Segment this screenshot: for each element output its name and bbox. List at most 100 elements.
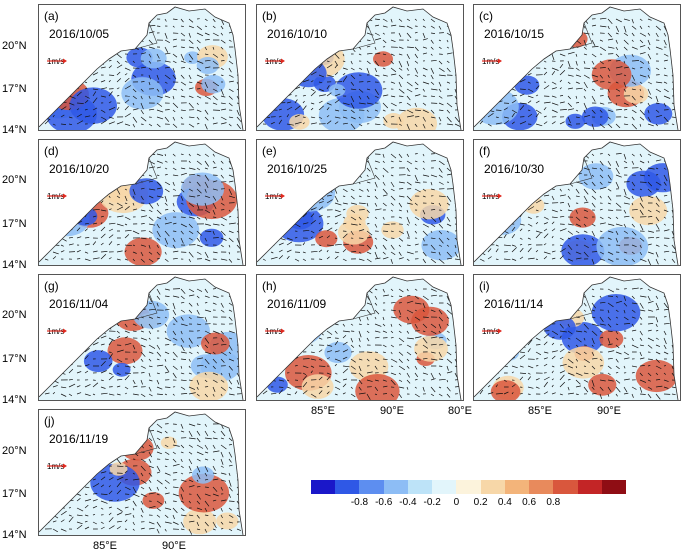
current-field-map [39, 141, 244, 265]
velocity-scale-arrow-icon [265, 328, 285, 334]
map-panel-c: (c) 2016/10/15 1m/s [473, 4, 681, 131]
velocity-scale: 1m/s [47, 327, 67, 336]
panel-label: (f) [479, 144, 491, 158]
velocity-scale-arrow-icon [265, 193, 285, 199]
map-panel-g: (g) 2016/11/04 1m/s [38, 274, 246, 401]
colorbar-tick-label: -0.2 [423, 497, 441, 508]
current-field-map [39, 276, 244, 400]
panel-label: (j) [44, 414, 55, 428]
colorbar-segment [504, 480, 530, 494]
map-panel-i: (i) 2016/11/14 1m/s [473, 274, 681, 401]
panel-date: 2016/10/20 [49, 162, 110, 176]
colorbar-tick-label: -0.4 [399, 497, 417, 508]
lat-label-14n-r2: 14°N [2, 259, 27, 271]
lon-label-90e-col3: 90°E [597, 405, 621, 417]
colorbar [311, 480, 627, 494]
colorbar-tick-label: 0 [453, 497, 460, 508]
lon-label-85e-col2: 85°E [311, 405, 335, 417]
current-field-map [257, 276, 462, 400]
velocity-scale: 1m/s [265, 192, 285, 201]
panel-date: 2016/11/19 [49, 432, 109, 446]
lat-label-20n-r2: 20°N [2, 174, 27, 186]
velocity-scale-arrow-icon [482, 58, 502, 64]
panel-date: 2016/10/05 [49, 27, 110, 41]
panel-label: (i) [479, 279, 490, 293]
current-field-map [474, 276, 679, 400]
velocity-scale-arrow-icon [482, 328, 502, 334]
colorbar-tick-label: 0.2 [473, 497, 488, 508]
current-field-map [474, 141, 679, 265]
panel-date: 2016/10/10 [267, 27, 328, 41]
lat-label-17n-r1: 17°N [2, 83, 27, 95]
panel-label: (c) [479, 9, 493, 23]
lon-label-80e-col3: 80°E [448, 405, 472, 417]
panel-date: 2016/11/09 [267, 297, 327, 311]
colorbar-segment [480, 480, 505, 494]
colorbar-segment [432, 480, 457, 494]
velocity-scale: 1m/s [482, 192, 502, 201]
lat-label-14n-r3: 14°N [2, 394, 27, 406]
panel-date: 2016/10/30 [484, 162, 545, 176]
panel-label: (b) [262, 9, 277, 23]
panel-label: (g) [44, 279, 59, 293]
current-field-map [39, 6, 244, 130]
velocity-scale: 1m/s [265, 327, 285, 336]
velocity-scale: 1m/s [47, 192, 67, 201]
colorbar-tick-label: 0.6 [522, 497, 537, 508]
map-panel-e: (e) 2016/10/25 1m/s [256, 139, 464, 266]
map-panel-d: (d) 2016/10/20 1m/s [38, 139, 246, 266]
panel-label: (h) [262, 279, 277, 293]
velocity-scale: 1m/s [47, 57, 67, 66]
map-panel-b: (b) 2016/10/10 1m/s [256, 4, 464, 131]
map-panel-h: (h) 2016/11/09 1m/s [256, 274, 464, 401]
colorbar-segment [553, 480, 578, 494]
panel-date: 2016/10/25 [267, 162, 328, 176]
colorbar-segment [601, 480, 627, 494]
map-panel-f: (f) 2016/10/30 1m/s [473, 139, 681, 266]
panel-label: (d) [44, 144, 59, 158]
colorbar-segment [335, 480, 360, 494]
colorbar-tick-label: 0.4 [497, 497, 512, 508]
panel-label: (e) [262, 144, 277, 158]
colorbar-tick-label: -0.6 [375, 497, 393, 508]
lat-label-14n-r1: 14°N [2, 124, 27, 136]
colorbar-segment [456, 480, 481, 494]
panel-date: 2016/10/15 [484, 27, 545, 41]
velocity-scale-arrow-icon [47, 58, 67, 64]
colorbar-segment [529, 480, 554, 494]
lon-label-90e-col1: 90°E [162, 540, 186, 552]
velocity-scale-arrow-icon [265, 58, 285, 64]
colorbar-tick-label: -0.8 [350, 497, 369, 508]
map-panel-a: (a) 2016/10/05 1m/s [38, 4, 246, 131]
current-field-map [39, 411, 244, 535]
velocity-scale: 1m/s [482, 327, 502, 336]
lat-label-14n-r4: 14°N [2, 529, 27, 541]
lon-label-90e-col2: 90°E [380, 405, 404, 417]
velocity-scale-arrow-icon [47, 193, 67, 199]
map-panel-j: (j) 2016/11/19 1m/s [38, 409, 246, 536]
lon-label-85e-col1: 85°E [93, 540, 117, 552]
lat-label-20n-r1: 20°N [2, 40, 27, 52]
lat-label-20n-r4: 20°N [2, 445, 27, 457]
lon-label-85e-col3: 85°E [528, 405, 552, 417]
velocity-scale: 1m/s [47, 462, 67, 471]
velocity-scale: 1m/s [265, 57, 285, 66]
lat-label-17n-r4: 17°N [2, 488, 27, 500]
current-field-map [257, 6, 462, 130]
lat-label-20n-r3: 20°N [2, 309, 27, 321]
colorbar-segment [311, 480, 336, 494]
colorbar-segment [383, 480, 408, 494]
current-field-map [474, 6, 679, 130]
lat-label-17n-r2: 17°N [2, 218, 27, 230]
colorbar-tick-label: 0.8 [546, 497, 561, 508]
velocity-scale-arrow-icon [482, 193, 502, 199]
panel-date: 2016/11/14 [484, 297, 544, 311]
colorbar-segment [359, 480, 384, 494]
colorbar-segment [407, 480, 433, 494]
velocity-scale-arrow-icon [47, 328, 67, 334]
colorbar-segment [577, 480, 602, 494]
velocity-scale-arrow-icon [47, 463, 67, 469]
lat-label-17n-r3: 17°N [2, 353, 27, 365]
current-field-map [257, 141, 462, 265]
velocity-scale: 1m/s [482, 57, 502, 66]
